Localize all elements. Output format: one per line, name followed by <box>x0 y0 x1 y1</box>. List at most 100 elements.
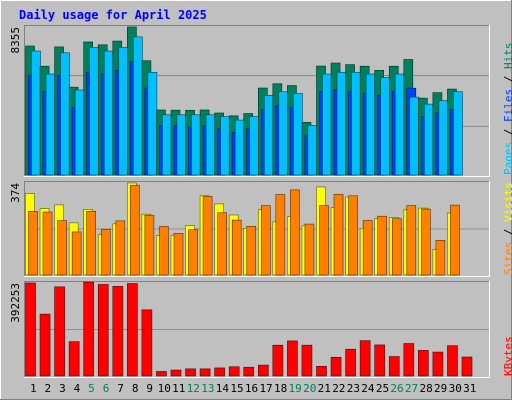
bar-pages-6 <box>103 50 114 176</box>
legend-item: Visits <box>502 182 512 222</box>
bar-sites-6 <box>100 228 111 276</box>
bar-sites-28 <box>421 208 431 276</box>
bar-pages-16 <box>249 116 260 176</box>
bar-pages-14 <box>220 116 230 176</box>
panel-usage-bottom: 392253 KBytes <box>9 281 512 378</box>
bar-pages-24 <box>365 73 376 176</box>
panel-legend: Pages / Files / Hits <box>502 43 512 176</box>
bar-kbytes-4 <box>68 341 80 377</box>
bar-kbytes-14 <box>214 367 225 377</box>
bar-pages-19 <box>293 93 303 176</box>
bar-sites-30 <box>450 204 460 276</box>
bar-kbytes-19 <box>287 340 298 377</box>
bar-sites-3 <box>57 220 67 276</box>
x-tick-label-18: 18 <box>274 382 287 395</box>
bar-pages-29 <box>438 100 449 176</box>
bar-kbytes-31 <box>461 356 473 377</box>
bar-pages-13 <box>205 114 216 176</box>
legend-item: Sites <box>502 242 512 275</box>
x-tick-label-28: 28 <box>420 382 433 395</box>
bar-pages-26 <box>394 73 405 176</box>
bar-sites-9 <box>144 214 155 276</box>
x-tick-label-3: 3 <box>59 382 66 395</box>
bar-kbytes-3 <box>54 286 65 377</box>
bar-kbytes-27 <box>403 343 415 377</box>
bar-kbytes-29 <box>432 351 444 377</box>
legend-item: Pages <box>502 142 512 175</box>
x-tick-label-13: 13 <box>201 382 214 395</box>
bar-sites-10 <box>159 226 169 276</box>
x-tick-label-25: 25 <box>376 382 389 395</box>
bar-kbytes-26 <box>388 356 400 377</box>
bar-pages-18 <box>278 91 289 176</box>
legend-item: / <box>502 69 512 89</box>
bar-kbytes-11 <box>170 369 182 377</box>
bar-sites-24 <box>362 220 373 276</box>
bar-pages-11 <box>176 114 187 176</box>
x-tick-label-23: 23 <box>347 382 360 395</box>
x-tick-label-26: 26 <box>390 382 403 395</box>
x-tick-label-20: 20 <box>303 382 316 395</box>
bar-pages-8 <box>133 36 143 176</box>
x-tick-label-7: 7 <box>117 382 124 395</box>
bar-sites-19 <box>290 189 300 276</box>
bar-sites-12 <box>188 229 198 276</box>
bar-sites-27 <box>406 205 417 276</box>
bar-kbytes-23 <box>345 348 356 377</box>
bar-pages-17 <box>263 94 274 176</box>
bar-kbytes-22 <box>330 356 342 377</box>
bar-pages-1 <box>31 50 41 176</box>
bar-sites-16 <box>246 225 257 276</box>
bar-kbytes-2 <box>39 313 51 377</box>
bar-kbytes-8 <box>127 283 138 377</box>
bar-pages-15 <box>234 119 245 176</box>
bar-pages-5 <box>89 47 99 176</box>
bar-sites-5 <box>86 210 96 276</box>
bar-pages-12 <box>191 114 201 176</box>
panel-legend: Sites / Visits <box>502 182 512 275</box>
x-tick-label-9: 9 <box>146 382 153 395</box>
bar-pages-28 <box>424 103 434 176</box>
bar-sites-14 <box>217 212 227 276</box>
panel-max-label: 374 <box>9 183 22 203</box>
bar-sites-11 <box>173 233 184 276</box>
bar-sites-2 <box>42 211 53 276</box>
bar-kbytes-17 <box>257 364 269 377</box>
x-tick-label-31: 31 <box>463 382 476 395</box>
bar-sites-18 <box>275 194 286 276</box>
bar-sites-25 <box>377 215 388 276</box>
bar-kbytes-5 <box>83 281 94 377</box>
bar-pages-9 <box>147 71 158 176</box>
bar-pages-3 <box>60 52 70 176</box>
bar-pages-25 <box>380 77 391 176</box>
bar-pages-10 <box>162 114 172 176</box>
x-tick-label-12: 12 <box>187 382 200 395</box>
bar-kbytes-16 <box>243 366 255 377</box>
bar-pages-30 <box>453 91 463 176</box>
bar-kbytes-30 <box>447 345 458 377</box>
bar-sites-13 <box>202 196 213 276</box>
bar-sites-22 <box>333 194 344 276</box>
legend-item: / <box>502 122 512 142</box>
bar-kbytes-15 <box>228 366 240 377</box>
bar-pages-2 <box>45 73 56 176</box>
bar-sites-20 <box>304 223 315 276</box>
x-tick-label-4: 4 <box>74 382 81 395</box>
x-tick-label-10: 10 <box>158 382 171 395</box>
bar-sites-23 <box>348 195 358 276</box>
x-tick-label-5: 5 <box>88 382 95 395</box>
bar-sites-4 <box>71 231 82 276</box>
bar-pages-20 <box>307 125 318 176</box>
bar-kbytes-10 <box>156 371 167 377</box>
x-tick-label-11: 11 <box>172 382 185 395</box>
bar-pages-21 <box>322 73 332 176</box>
x-tick-label-22: 22 <box>332 382 345 395</box>
bar-kbytes-12 <box>185 368 196 377</box>
bar-sites-26 <box>391 218 402 276</box>
legend-item: Hits <box>502 43 512 70</box>
bar-pages-4 <box>74 89 85 176</box>
x-tick-label-19: 19 <box>289 382 302 395</box>
x-tick-label-30: 30 <box>449 382 462 395</box>
x-tick-label-8: 8 <box>132 382 139 395</box>
